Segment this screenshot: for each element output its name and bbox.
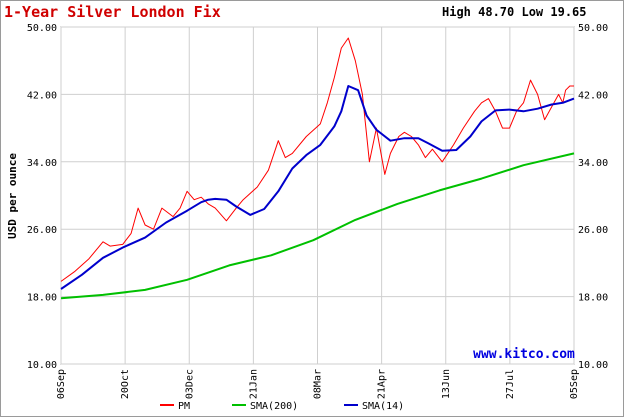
x-tick-label: 21Apr [377,369,388,399]
y-tick-label: 18.00 [27,293,57,304]
y-tick-labels-right: 10.00 18.00 26.00 34.00 42.00 50.00 [578,23,608,371]
grid-lines [60,26,575,365]
x-tick-label: 05Sep [569,369,580,399]
legend-entry: SMA(200) [250,401,298,412]
series-line-sma-200 [60,152,575,300]
y-tick-label: 26.00 [27,225,57,236]
series-line-sma-14 [60,85,575,290]
y-tick-label: 10.00 [27,360,57,371]
y-tick-label: 18.00 [578,293,608,304]
legend-entry: SMA(14) [362,401,404,412]
y-tick-label: 42.00 [578,90,608,101]
y-tick-label: 42.00 [27,90,57,101]
x-tick-label: 27Jul [505,369,516,399]
x-tick-label: 03Dec [184,369,195,399]
x-tick-label: 21Jan [248,369,259,399]
legend-entry: PM [178,401,190,412]
watermark: www.kitco.com [473,347,575,362]
x-tick-label: 08Mar [313,369,324,399]
x-tick-labels: 06Sep 20Oct 03Dec 21Jan 08Mar 21Apr 13Jun 27Jul… [56,369,580,399]
x-tick-label: 20Oct [120,369,131,399]
chart-title: 1-Year Silver London Fix [4,3,221,21]
y-tick-label: 50.00 [578,23,608,34]
y-tick-label: 50.00 [27,23,57,34]
y-tick-label: 10.00 [578,360,608,371]
series-lines [60,37,575,300]
high-low-readout: High 48.70 Low 19.65 [442,5,587,19]
y-tick-label: 34.00 [578,158,608,169]
y-axis-label: USD per ounce [6,153,19,239]
legend: PM SMA(200) SMA(14) [160,401,404,412]
x-tick-label: 13Jun [441,369,452,399]
series-line-pm [60,37,574,282]
y-tick-labels-left: 10.00 18.00 26.00 34.00 42.00 50.00 [27,23,57,371]
x-tick-label: 06Sep [56,369,67,399]
y-tick-label: 34.00 [27,158,57,169]
y-tick-label: 26.00 [578,225,608,236]
